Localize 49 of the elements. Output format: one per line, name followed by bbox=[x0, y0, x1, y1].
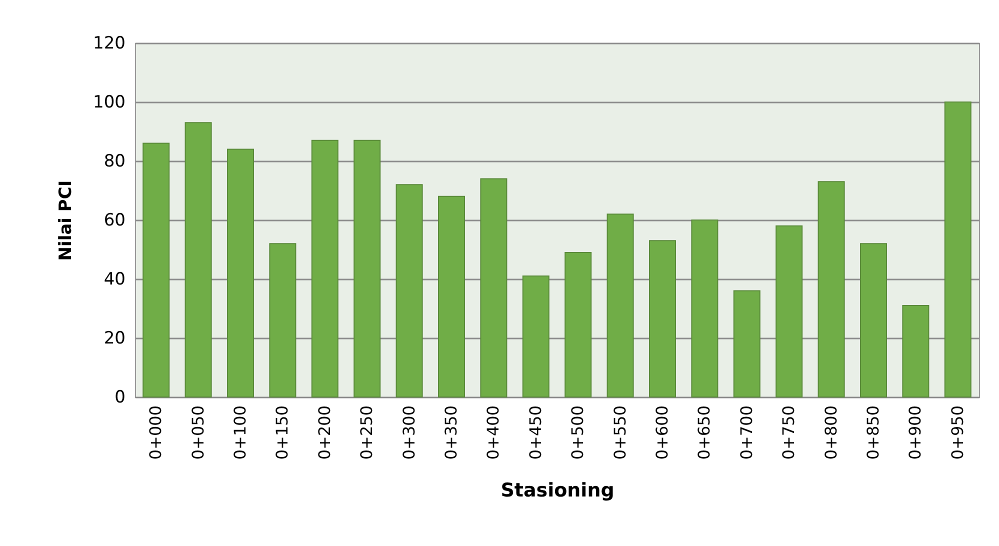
bar bbox=[184, 122, 212, 398]
bar bbox=[227, 148, 254, 398]
bar bbox=[438, 196, 465, 398]
x-tick-label: 0+200 bbox=[314, 406, 334, 460]
x-tick-label: 0+050 bbox=[188, 406, 208, 460]
bar bbox=[649, 240, 676, 398]
x-tick-label: 0+400 bbox=[484, 406, 503, 460]
bar bbox=[818, 181, 845, 398]
x-axis-title: Stasioning bbox=[500, 480, 614, 502]
bar bbox=[311, 140, 338, 398]
bar bbox=[396, 184, 423, 398]
bar bbox=[564, 252, 592, 398]
x-tick-label: 0+500 bbox=[568, 406, 588, 460]
x-tick-label: 0+600 bbox=[652, 406, 672, 460]
bar bbox=[354, 140, 381, 398]
x-tick-label: 0+100 bbox=[230, 406, 250, 460]
y-tick-label: 80 bbox=[104, 152, 126, 172]
x-tick-label: 0+300 bbox=[399, 406, 418, 460]
y-tick-label: 40 bbox=[104, 270, 126, 290]
bar bbox=[522, 276, 550, 398]
x-tick-label: 0+700 bbox=[736, 406, 756, 460]
bar bbox=[269, 243, 296, 398]
y-tick-label: 120 bbox=[93, 34, 126, 54]
x-tick-label: 0+850 bbox=[864, 406, 882, 460]
y-axis-title: Nilai PCI bbox=[56, 180, 76, 261]
x-tick-label: 0+350 bbox=[442, 406, 460, 460]
y-tick-label: 20 bbox=[104, 328, 126, 348]
x-tick-label: 0+750 bbox=[779, 406, 798, 460]
bar bbox=[606, 214, 634, 398]
bar bbox=[733, 290, 760, 398]
bar bbox=[776, 225, 803, 398]
x-tick-label: 0+000 bbox=[146, 406, 166, 460]
x-tick-label: 0+950 bbox=[948, 406, 967, 460]
bar bbox=[944, 102, 972, 398]
bar bbox=[860, 243, 887, 398]
x-tick-label: 0+650 bbox=[694, 406, 714, 460]
y-tick-label: 0 bbox=[114, 388, 126, 408]
x-tick-label: 0+900 bbox=[906, 406, 925, 460]
bar bbox=[480, 178, 508, 398]
y-tick-label: 60 bbox=[104, 210, 126, 230]
bar bbox=[142, 142, 170, 398]
x-tick-label: 0+550 bbox=[610, 406, 630, 460]
y-tick-label: 100 bbox=[93, 92, 126, 112]
bar bbox=[902, 305, 930, 398]
x-tick-label: 0+150 bbox=[272, 406, 292, 460]
x-tick-label: 0+450 bbox=[526, 406, 545, 460]
x-tick-label: 0+250 bbox=[357, 406, 376, 460]
x-tick-label: 0+800 bbox=[821, 406, 840, 460]
bar bbox=[691, 220, 718, 398]
